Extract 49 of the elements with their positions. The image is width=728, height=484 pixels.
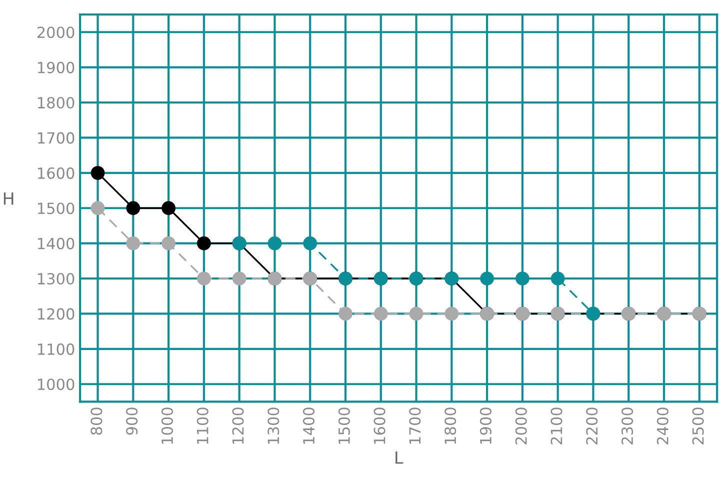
- x-tick-label: 1800: [444, 408, 456, 444]
- x-tick-label: 800: [90, 408, 102, 435]
- point: [338, 306, 352, 321]
- y-tick-label: 1400: [38, 238, 74, 250]
- y-tick-label: 1200: [38, 308, 74, 320]
- x-tick-label: 1600: [374, 408, 386, 444]
- x-tick-label: 1400: [302, 408, 315, 444]
- y-axis-title: H: [4, 192, 14, 205]
- x-axis-title: L: [396, 452, 404, 464]
- y-tick-label: 1900: [38, 62, 74, 74]
- point: [303, 236, 318, 250]
- x-tick-label: 1900: [480, 408, 492, 444]
- point: [409, 306, 424, 321]
- x-tick-label: 1700: [409, 408, 421, 444]
- point: [90, 201, 105, 216]
- point: [374, 306, 388, 321]
- x-tick-label: 2100: [550, 408, 562, 444]
- point: [550, 272, 565, 286]
- y-tick-label: 1700: [38, 132, 74, 144]
- point: [268, 236, 282, 250]
- point: [90, 166, 105, 180]
- x-tick-label: 1000: [161, 408, 173, 444]
- point: [196, 272, 211, 286]
- y-tick-label: 1300: [38, 272, 74, 285]
- point: [126, 236, 140, 250]
- y-tick-label: 1600: [38, 167, 74, 179]
- y-tick-label: 1100: [38, 343, 74, 355]
- x-tick-label: 900: [126, 408, 138, 435]
- point: [480, 272, 494, 286]
- y-tick-label: 1500: [38, 202, 74, 214]
- x-tick-label: 1300: [268, 408, 280, 444]
- y-tick-label: 2000: [37, 26, 74, 38]
- point: [162, 236, 176, 250]
- x-tick-label: 2400: [656, 408, 668, 444]
- x-tick-label: 2000: [515, 408, 527, 444]
- point: [162, 201, 176, 216]
- point: [232, 272, 246, 286]
- x-tick-label: 2200: [586, 408, 598, 444]
- x-tick-label: 2300: [621, 408, 634, 444]
- point: [515, 272, 530, 286]
- x-tick-label: 1200: [232, 408, 244, 444]
- y-tick-label: 1000: [38, 378, 74, 390]
- point: [444, 306, 459, 321]
- point: [126, 201, 140, 216]
- x-tick-label: 2500: [692, 408, 704, 444]
- point: [196, 236, 211, 250]
- x-tick-label: 1100: [196, 408, 208, 444]
- x-tick-label: 1500: [338, 408, 350, 444]
- y-tick-label: 1800: [38, 96, 74, 109]
